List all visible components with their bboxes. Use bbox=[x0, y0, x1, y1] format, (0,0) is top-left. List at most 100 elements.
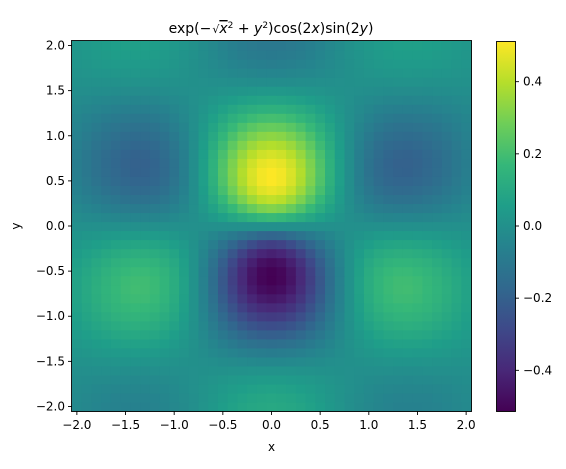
heatmap-cell bbox=[198, 104, 209, 114]
heatmap-cell bbox=[227, 338, 239, 349]
x-tick-label: 0.5 bbox=[311, 418, 330, 432]
heatmap-cell bbox=[101, 41, 112, 51]
heatmap-cell bbox=[305, 104, 316, 114]
heatmap-cell bbox=[208, 356, 219, 367]
heatmap-cell bbox=[334, 248, 346, 259]
heatmap-cells bbox=[72, 41, 472, 412]
heatmap-cell bbox=[402, 59, 414, 69]
heatmap-cell bbox=[305, 266, 316, 277]
heatmap-cell bbox=[325, 86, 336, 96]
heatmap-cell bbox=[325, 275, 336, 286]
y-axis-ticks: −2.0−1.5−1.0−0.50.00.51.01.52.0 bbox=[36, 39, 72, 413]
heatmap-cell bbox=[256, 50, 268, 60]
heatmap-cell bbox=[140, 185, 151, 196]
heatmap-cell bbox=[247, 212, 258, 223]
heatmap-cell bbox=[305, 356, 316, 367]
heatmap-cell bbox=[441, 167, 453, 177]
heatmap-cell bbox=[286, 122, 297, 132]
heatmap-cell bbox=[305, 176, 316, 186]
heatmap-cell bbox=[441, 140, 453, 150]
heatmap-cell bbox=[169, 338, 180, 349]
heatmap-cell bbox=[81, 95, 93, 105]
heatmap-cell bbox=[130, 59, 141, 69]
heatmap-cell bbox=[344, 338, 355, 349]
heatmap-cell bbox=[286, 239, 297, 250]
heatmap-cell bbox=[198, 68, 209, 78]
heatmap-cell bbox=[256, 275, 268, 286]
heatmap-cell bbox=[81, 329, 93, 340]
heatmap-cell bbox=[91, 113, 102, 123]
heatmap-cell bbox=[295, 77, 307, 87]
heatmap-cell bbox=[159, 320, 170, 331]
heatmap-cell bbox=[432, 221, 443, 232]
heatmap-cell bbox=[91, 86, 102, 96]
heatmap-cell bbox=[72, 212, 83, 223]
heatmap-cell bbox=[188, 239, 200, 250]
heatmap-cell bbox=[334, 392, 346, 403]
heatmap-cell bbox=[188, 257, 200, 268]
x-axis-label: x bbox=[268, 440, 275, 454]
heatmap-cell bbox=[315, 275, 326, 286]
heatmap-cell bbox=[140, 365, 151, 376]
heatmap-cell bbox=[422, 212, 433, 223]
heatmap-cell bbox=[393, 338, 404, 349]
heatmap-cell bbox=[344, 266, 355, 277]
heatmap-cell bbox=[402, 203, 414, 214]
heatmap-cell bbox=[432, 50, 443, 60]
heatmap-cell bbox=[101, 104, 112, 114]
heatmap-cell bbox=[149, 131, 161, 141]
heatmap-cell bbox=[412, 95, 423, 105]
heatmap-cell bbox=[169, 356, 180, 367]
heatmap-cell bbox=[325, 212, 336, 223]
heatmap-cell bbox=[451, 185, 462, 196]
heatmap-cell bbox=[159, 356, 170, 367]
colorbar-tick-label: −0.4 bbox=[523, 363, 552, 377]
heatmap-cell bbox=[266, 239, 277, 250]
heatmap-cell bbox=[140, 167, 151, 177]
heatmap-cell bbox=[266, 95, 277, 105]
heatmap-cell bbox=[334, 302, 346, 313]
heatmap-cell bbox=[441, 401, 453, 412]
heatmap-cell bbox=[354, 50, 365, 60]
heatmap-cell bbox=[110, 95, 122, 105]
heatmap-cell bbox=[412, 401, 423, 412]
heatmap-cell bbox=[169, 158, 180, 168]
heatmap-cell bbox=[276, 68, 287, 78]
heatmap-cell bbox=[149, 320, 161, 331]
heatmap-cell bbox=[266, 41, 277, 51]
heatmap-cell bbox=[266, 230, 277, 241]
heatmap-cell bbox=[198, 77, 209, 87]
heatmap-cell bbox=[276, 77, 287, 87]
colorbar-tick-label: 0.4 bbox=[523, 75, 542, 89]
heatmap-cell bbox=[451, 338, 462, 349]
heatmap-cell bbox=[363, 365, 375, 376]
heatmap-cell bbox=[188, 356, 200, 367]
heatmap-cell bbox=[402, 212, 414, 223]
heatmap-cell bbox=[159, 347, 170, 358]
heatmap-cell bbox=[81, 392, 93, 403]
heatmap-cell bbox=[432, 392, 443, 403]
heatmap-cell bbox=[217, 284, 229, 295]
heatmap-cell bbox=[91, 77, 102, 87]
heatmap-cell bbox=[354, 401, 365, 412]
heatmap-cell bbox=[266, 185, 277, 196]
heatmap-cell bbox=[208, 203, 219, 214]
heatmap-cell bbox=[81, 356, 93, 367]
heatmap-cell bbox=[432, 329, 443, 340]
heatmap-cell bbox=[344, 257, 355, 268]
heatmap-cell bbox=[305, 158, 316, 168]
heatmap-cell bbox=[373, 239, 385, 250]
y-tick-label: 0.5 bbox=[46, 174, 65, 188]
heatmap-cell bbox=[208, 41, 219, 51]
heatmap-cell bbox=[402, 185, 414, 196]
heatmap-cell bbox=[149, 275, 161, 286]
heatmap-cell bbox=[149, 221, 161, 232]
heatmap-cell bbox=[169, 167, 180, 177]
heatmap-cell bbox=[363, 95, 375, 105]
heatmap-cell bbox=[383, 77, 394, 87]
heatmap-cell bbox=[266, 50, 277, 60]
heatmap-cell bbox=[130, 176, 141, 186]
heatmap-cell bbox=[412, 86, 423, 96]
heatmap-cell bbox=[110, 167, 122, 177]
heatmap-cell bbox=[227, 158, 239, 168]
